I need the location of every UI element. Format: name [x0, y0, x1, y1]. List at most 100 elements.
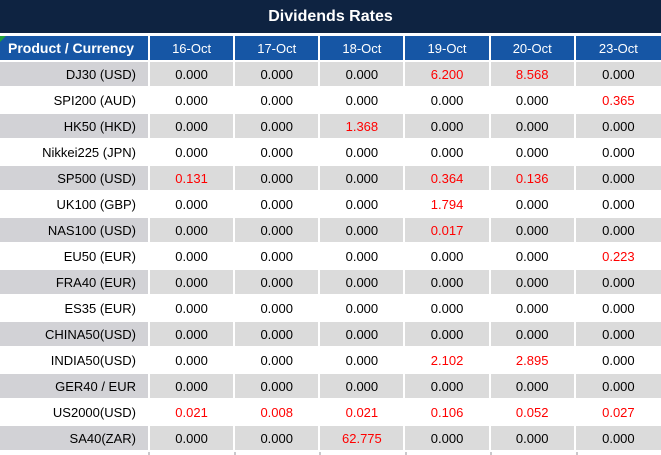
value-cell: 0.136 [490, 166, 576, 192]
value-cell: 0.000 [490, 296, 576, 322]
value-cell: 0.000 [405, 374, 491, 400]
gridline-stub [321, 452, 407, 455]
product-cell: NAS100 (USD) [0, 218, 150, 244]
value-cell: 0.052 [490, 400, 576, 426]
product-cell: SA40(ZAR) [0, 426, 150, 452]
table-row: SA40(ZAR) 0.000 0.000 62.775 0.000 0.000… [0, 426, 661, 452]
date-header: 18-Oct [320, 36, 406, 62]
value-cell: 0.000 [490, 192, 576, 218]
table-row: ES35 (EUR) 0.000 0.000 0.000 0.000 0.000… [0, 296, 661, 322]
value-cell: 0.000 [320, 88, 406, 114]
value-cell: 0.000 [575, 218, 661, 244]
product-currency-header-label: Product / Currency [8, 40, 135, 56]
value-cell: 0.000 [320, 374, 406, 400]
value-cell: 0.000 [235, 114, 321, 140]
table-body: DJ30 (USD) 0.000 0.000 0.000 6.200 8.568… [0, 62, 661, 452]
value-cell: 0.000 [150, 348, 236, 374]
table-row: INDIA50(USD) 0.000 0.000 0.000 2.102 2.8… [0, 348, 661, 374]
date-header: 19-Oct [405, 36, 491, 62]
value-cell: 0.000 [235, 348, 321, 374]
value-cell: 0.000 [575, 166, 661, 192]
gridline-stub [150, 452, 236, 455]
value-cell: 0.000 [405, 322, 491, 348]
value-cell: 0.000 [575, 192, 661, 218]
value-cell: 0.000 [150, 140, 236, 166]
value-cell: 0.000 [320, 62, 406, 88]
value-cell: 0.000 [150, 88, 236, 114]
value-cell: 0.000 [235, 296, 321, 322]
gridline-stub [492, 452, 578, 455]
table-row: HK50 (HKD) 0.000 0.000 1.368 0.000 0.000… [0, 114, 661, 140]
value-cell: 0.000 [150, 192, 236, 218]
value-cell: 0.000 [235, 166, 321, 192]
value-cell: 0.000 [320, 296, 406, 322]
value-cell: 0.000 [490, 322, 576, 348]
table-row: GER40 / EUR 0.000 0.000 0.000 0.000 0.00… [0, 374, 661, 400]
value-cell: 0.000 [575, 322, 661, 348]
value-cell: 0.000 [150, 114, 236, 140]
value-cell: 0.000 [405, 270, 491, 296]
product-cell: INDIA50(USD) [0, 348, 150, 374]
value-cell: 0.365 [575, 88, 661, 114]
excel-error-marker-icon [0, 36, 6, 42]
value-cell: 0.000 [405, 114, 491, 140]
table-row: UK100 (GBP) 0.000 0.000 0.000 1.794 0.00… [0, 192, 661, 218]
product-cell: FRA40 (EUR) [0, 270, 150, 296]
value-cell: 0.000 [320, 322, 406, 348]
value-cell: 0.021 [320, 400, 406, 426]
value-cell: 0.000 [150, 270, 236, 296]
table-row: CHINA50(USD) 0.000 0.000 0.000 0.000 0.0… [0, 322, 661, 348]
value-cell: 0.000 [235, 270, 321, 296]
value-cell: 0.000 [490, 88, 576, 114]
value-cell: 0.000 [405, 296, 491, 322]
value-cell: 0.000 [405, 426, 491, 452]
value-cell: 0.000 [490, 374, 576, 400]
table-row: US2000(USD) 0.021 0.008 0.021 0.106 0.05… [0, 400, 661, 426]
value-cell: 0.106 [405, 400, 491, 426]
value-cell: 0.000 [235, 218, 321, 244]
value-cell: 0.000 [235, 322, 321, 348]
value-cell: 0.000 [405, 88, 491, 114]
product-cell: DJ30 (USD) [0, 62, 150, 88]
value-cell: 1.368 [320, 114, 406, 140]
value-cell: 0.000 [320, 140, 406, 166]
value-cell: 62.775 [320, 426, 406, 452]
table-row: NAS100 (USD) 0.000 0.000 0.000 0.017 0.0… [0, 218, 661, 244]
value-cell: 0.000 [150, 322, 236, 348]
dividends-table: Product / Currency 16-Oct 17-Oct 18-Oct … [0, 36, 661, 452]
value-cell: 0.000 [575, 348, 661, 374]
table-header-row: Product / Currency 16-Oct 17-Oct 18-Oct … [0, 36, 661, 62]
product-cell: GER40 / EUR [0, 374, 150, 400]
value-cell: 0.000 [150, 374, 236, 400]
value-cell: 1.794 [405, 192, 491, 218]
table-row: FRA40 (EUR) 0.000 0.000 0.000 0.000 0.00… [0, 270, 661, 296]
product-currency-header: Product / Currency [0, 36, 150, 62]
table-row: Nikkei225 (JPN) 0.000 0.000 0.000 0.000 … [0, 140, 661, 166]
gridline-stub [236, 452, 321, 455]
value-cell: 0.000 [150, 244, 236, 270]
table-row: DJ30 (USD) 0.000 0.000 0.000 6.200 8.568… [0, 62, 661, 88]
product-cell: ES35 (EUR) [0, 296, 150, 322]
value-cell: 0.000 [490, 218, 576, 244]
value-cell: 0.000 [320, 166, 406, 192]
table-row: SP500 (USD) 0.131 0.000 0.000 0.364 0.13… [0, 166, 661, 192]
product-cell: UK100 (GBP) [0, 192, 150, 218]
date-header: 16-Oct [150, 36, 236, 62]
table-row: EU50 (EUR) 0.000 0.000 0.000 0.000 0.000… [0, 244, 661, 270]
value-cell: 0.000 [575, 140, 661, 166]
value-cell: 0.000 [490, 426, 576, 452]
value-cell: 0.000 [235, 374, 321, 400]
value-cell: 0.000 [235, 426, 321, 452]
value-cell: 0.008 [235, 400, 321, 426]
value-cell: 6.200 [405, 62, 491, 88]
value-cell: 8.568 [490, 62, 576, 88]
value-cell: 0.000 [575, 296, 661, 322]
value-cell: 0.000 [575, 374, 661, 400]
product-cell: CHINA50(USD) [0, 322, 150, 348]
value-cell: 0.364 [405, 166, 491, 192]
value-cell: 0.000 [235, 140, 321, 166]
date-header: 20-Oct [490, 36, 576, 62]
value-cell: 0.000 [575, 270, 661, 296]
clipped-next-row [0, 452, 661, 455]
product-cell: SP500 (USD) [0, 166, 150, 192]
